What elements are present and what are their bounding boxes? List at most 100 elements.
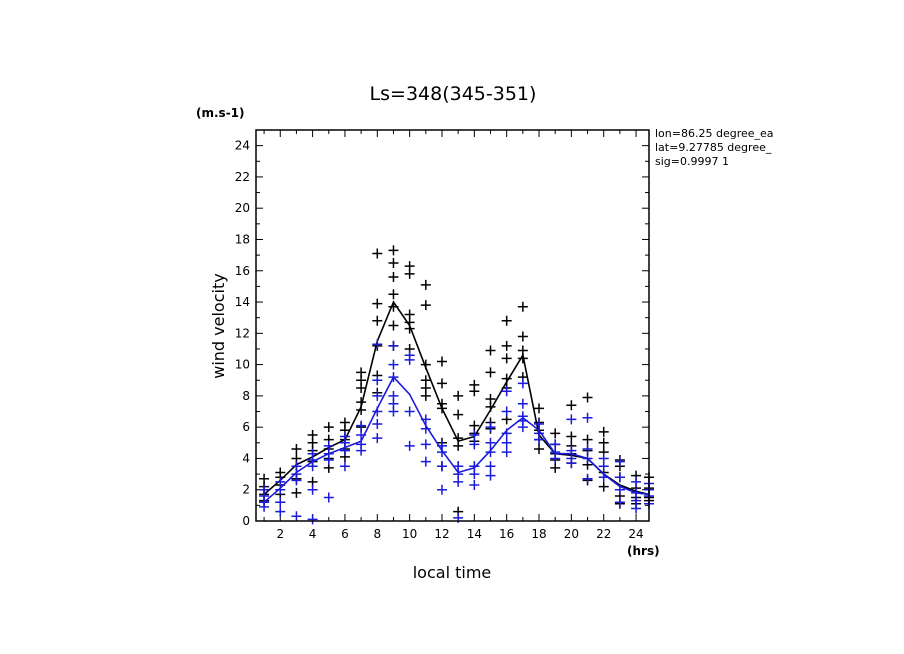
y-tick-label: 6 (242, 420, 250, 434)
series-1-point (598, 481, 609, 492)
series-1-point (388, 272, 399, 283)
series-1-point (517, 301, 528, 312)
series-1-point (388, 301, 399, 312)
series-1-point (566, 431, 577, 442)
series-2-point (614, 484, 625, 495)
series-2-point (453, 476, 464, 487)
x-tick-label: 10 (402, 527, 417, 541)
series-2-point (436, 461, 447, 472)
series-2-point (517, 378, 528, 389)
x-tick-label: 16 (499, 527, 514, 541)
series-1-point (501, 373, 512, 384)
x-unit-label: (hrs) (627, 544, 660, 558)
series-2-point (614, 472, 625, 483)
series-1-point (582, 434, 593, 445)
y-unit-label: (m.s-1) (196, 106, 245, 120)
series-2-point (420, 423, 431, 434)
series-1-point (501, 315, 512, 326)
y-tick-label: 0 (242, 514, 250, 528)
series-2-point (501, 428, 512, 439)
series-2-point (614, 497, 625, 508)
series-1-point (453, 409, 464, 420)
plot-frame (255, 129, 650, 522)
series-1-point (404, 268, 415, 279)
series-2-point (485, 470, 496, 481)
series-2-point (501, 447, 512, 458)
series-2-point (436, 447, 447, 458)
series-2-point (372, 339, 383, 350)
series-2-point (356, 429, 367, 440)
series-2-point (517, 422, 528, 433)
series-layer (259, 245, 654, 525)
series-1-point (582, 392, 593, 403)
series-2-point (291, 475, 302, 486)
series-2-point (485, 461, 496, 472)
series-2-point (598, 461, 609, 472)
series-2-point (485, 437, 496, 448)
series-2-point (307, 484, 318, 495)
series-2-point (631, 476, 642, 487)
x-tick-label: 22 (596, 527, 611, 541)
series-1-point (550, 462, 561, 473)
series-1-point (485, 367, 496, 378)
series-2-point (339, 461, 350, 472)
series-2-point (404, 406, 415, 417)
series-2-point (404, 354, 415, 365)
series-2-point (582, 444, 593, 455)
x-tick-label: 12 (434, 527, 449, 541)
series-2-point (275, 506, 286, 517)
x-tick-label: 4 (309, 527, 317, 541)
series-2-point (566, 414, 577, 425)
series-2-point (501, 437, 512, 448)
x-tick-label: 18 (531, 527, 546, 541)
series-2-point (307, 461, 318, 472)
series-1-point (598, 426, 609, 437)
series-2-point (631, 503, 642, 514)
series-2-point (469, 429, 480, 440)
series-2-point (372, 419, 383, 430)
y-tick-label: 12 (235, 326, 250, 340)
series-2-point (420, 414, 431, 425)
x-tick-label: 20 (564, 527, 579, 541)
series-1-point (550, 428, 561, 439)
series-2-point (388, 340, 399, 351)
series-2-point (550, 453, 561, 464)
x-tick-label: 2 (276, 527, 284, 541)
series-1-point (566, 400, 577, 411)
series-1-point (404, 323, 415, 334)
series-2-point (420, 456, 431, 467)
series-1-point (356, 383, 367, 394)
x-tick-label: 8 (373, 527, 381, 541)
series-2-point (469, 439, 480, 450)
x-axis-label: local time (413, 563, 492, 582)
series-1-point (388, 245, 399, 256)
series-1-point (291, 444, 302, 455)
series-2-point (582, 453, 593, 464)
series-2-point (388, 359, 399, 370)
series-1-point (436, 356, 447, 367)
series-1-point (598, 437, 609, 448)
series-2-point (404, 440, 415, 451)
y-tick-label: 10 (235, 358, 250, 372)
series-2-point (323, 455, 334, 466)
x-tick-label: 24 (628, 527, 643, 541)
series-1-point (453, 390, 464, 401)
series-2-point (582, 473, 593, 484)
series-2-point (372, 390, 383, 401)
info-line-lat: lat=9.27785 degree_ (655, 141, 772, 154)
series-2-point (307, 514, 318, 525)
y-tick-label: 2 (242, 483, 250, 497)
series-2-point (275, 484, 286, 495)
series-2-point (275, 497, 286, 508)
series-1-point (372, 248, 383, 259)
series-2-point (469, 480, 480, 491)
series-2-point (388, 406, 399, 417)
series-2-point (534, 434, 545, 445)
y-tick-label: 24 (235, 139, 250, 153)
series-1-point (388, 257, 399, 268)
series-2-point (485, 447, 496, 458)
series-1-point (420, 300, 431, 311)
chart-title: Ls=348(345-351) (370, 83, 537, 105)
